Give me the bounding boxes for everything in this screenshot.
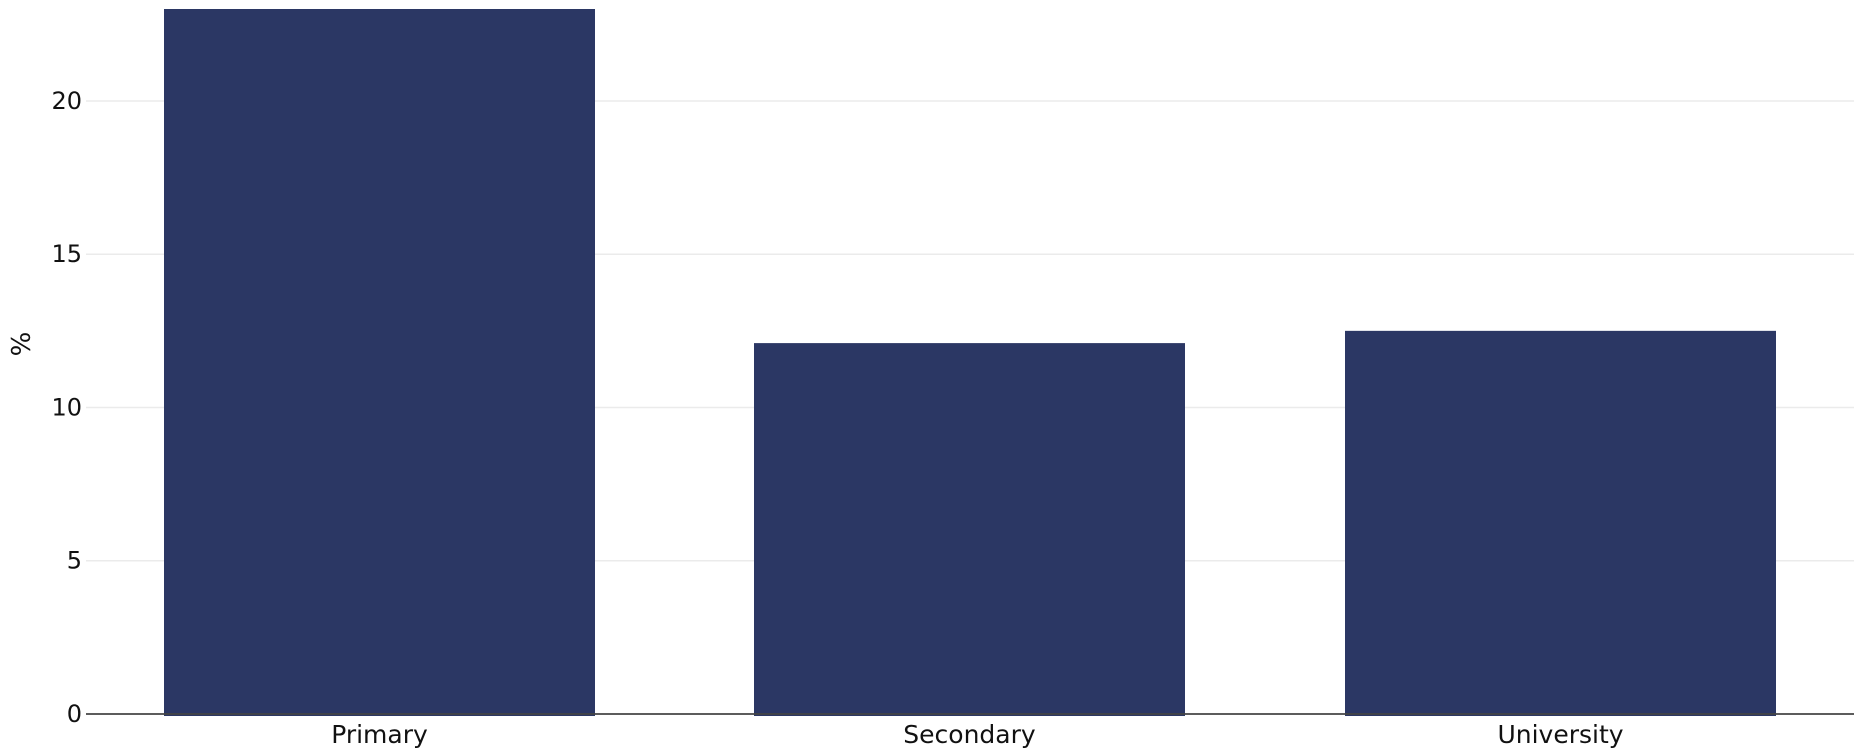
y-tick-label-0: 0 — [67, 700, 82, 728]
y-tick-labels: 0 5 10 15 20 — [51, 87, 82, 728]
y-tick-label-20: 20 — [51, 87, 82, 115]
bars — [164, 9, 1776, 716]
y-tick-label-10: 10 — [51, 393, 82, 421]
x-category-labels: Primary Secondary University — [331, 720, 1624, 749]
y-tick-label-15: 15 — [51, 240, 82, 268]
x-tick-label-university: University — [1497, 720, 1623, 749]
bar-secondary — [754, 343, 1185, 716]
x-tick-label-secondary: Secondary — [903, 720, 1036, 749]
y-axis-title: % — [7, 332, 37, 357]
bar-university — [1345, 330, 1776, 716]
x-tick-label-primary: Primary — [331, 720, 428, 749]
bar-primary — [164, 9, 595, 716]
y-tick-label-5: 5 — [67, 547, 82, 575]
